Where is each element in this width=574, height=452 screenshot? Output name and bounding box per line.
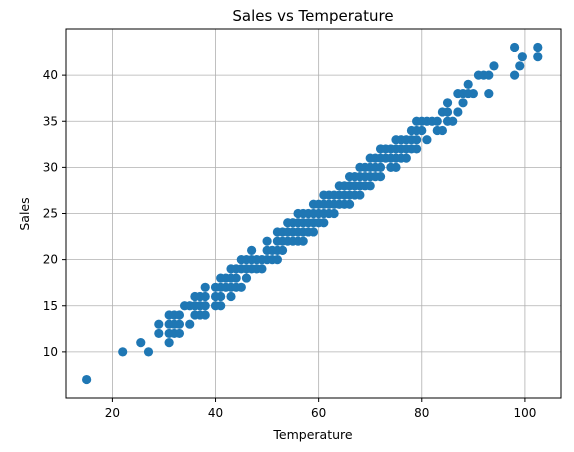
x-tick-label: 80 [414,406,429,420]
y-axis-label: Sales [17,197,32,230]
data-point [277,245,288,255]
data-point [200,291,210,302]
y-tick-label: 20 [43,253,58,267]
data-point [391,162,401,172]
data-point [422,135,432,145]
data-point [216,301,226,311]
data-point [298,236,308,246]
data-point [308,227,319,237]
y-tick-label: 40 [43,68,58,82]
x-tick-label: 60 [311,406,326,420]
data-point [154,328,164,339]
data-point [329,208,339,219]
data-point [509,70,520,80]
data-point [517,52,527,62]
data-point [344,199,355,209]
x-tick-label: 20 [105,406,120,420]
y-tick-label: 35 [43,114,58,128]
data-point [533,42,543,53]
data-point [200,310,210,320]
data-point [442,98,453,108]
x-tick-label: 40 [208,406,223,420]
data-point [432,116,442,126]
data-point [247,245,257,255]
data-point [82,374,92,385]
data-point [154,319,164,329]
data-point [200,282,210,292]
data-point [272,255,283,265]
data-point [412,144,422,154]
x-axis-label: Temperature [272,427,352,442]
data-point [262,236,272,246]
data-point [375,172,386,182]
data-point [118,347,128,357]
data-point [401,153,411,163]
data-point [509,42,520,53]
y-axis-ticks: 10 15 20 25 30 35 40 [43,68,66,359]
data-point [463,79,473,89]
y-tick-label: 25 [43,207,58,221]
data-point [437,125,448,136]
data-point [442,107,453,117]
data-point [375,162,386,172]
data-point [533,52,543,62]
data-point [417,125,427,136]
y-tick-label: 10 [43,345,58,359]
data-point [448,116,458,126]
x-tick-label: 100 [513,406,536,420]
data-point [458,98,468,108]
data-point [355,190,365,200]
data-point [319,218,329,228]
data-point [365,181,375,191]
data-point [515,61,525,71]
data-point [226,291,236,302]
data-point [241,273,252,283]
data-point [236,282,246,292]
data-point [174,310,185,320]
data-point [164,338,174,348]
data-point [174,319,185,329]
data-point [216,291,226,302]
data-point [174,328,185,339]
data-point [484,88,494,99]
x-axis-ticks: 20 40 60 80 100 [105,398,536,420]
data-point [185,319,195,329]
y-tick-label: 30 [43,160,58,174]
y-tick-label: 15 [43,299,58,313]
data-point [200,301,210,311]
data-point [468,88,478,99]
chart-title: Sales vs Temperature [232,7,393,25]
data-point [489,61,499,71]
data-points [82,42,543,385]
data-point [257,264,267,274]
data-point [143,347,154,357]
data-point [412,135,422,145]
data-point [484,70,494,80]
data-point [231,273,241,283]
data-point [453,107,463,117]
data-point [136,338,146,348]
